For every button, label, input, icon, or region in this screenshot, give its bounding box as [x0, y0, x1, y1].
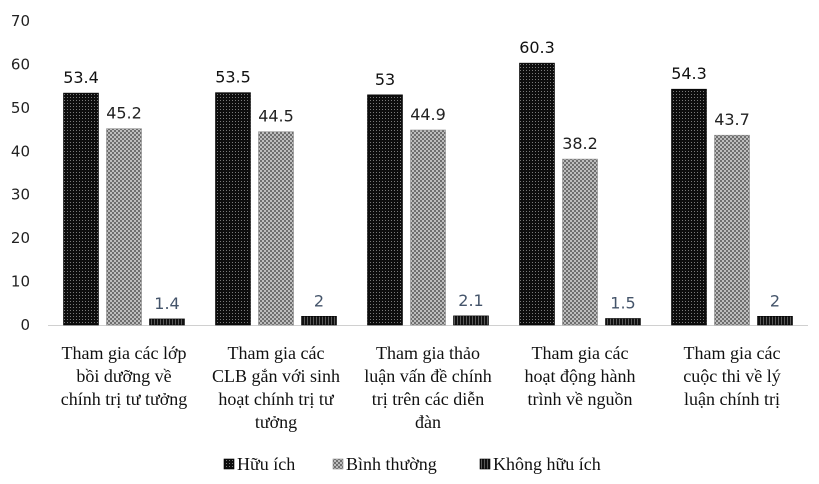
- data-label: 53: [375, 70, 395, 89]
- bar: [367, 94, 403, 326]
- category-label-line: bồi dưỡng về: [76, 366, 171, 386]
- data-label: 44.9: [410, 105, 446, 124]
- data-label: 2: [314, 291, 324, 310]
- category-label-line: cuộc thi về lý: [683, 366, 780, 386]
- legend-label: Hữu ích: [237, 454, 295, 474]
- bar: [562, 158, 598, 326]
- bar: [757, 316, 793, 326]
- category-label-line: Tham gia các lớp: [62, 343, 187, 363]
- bars: [63, 62, 793, 326]
- bar: [106, 128, 142, 326]
- data-label: 45.2: [106, 104, 142, 123]
- bar: [410, 129, 446, 326]
- category-label-line: trình về nguồn: [528, 389, 633, 409]
- y-axis: 0 10 20 30 40 50 60 70: [11, 12, 808, 334]
- legend-swatch: [332, 458, 344, 470]
- category-label-line: đàn: [415, 412, 441, 432]
- category-labels: Tham gia các lớp bồi dưỡng về chính trị tư…: [61, 343, 781, 432]
- data-label: 2.1: [458, 291, 483, 310]
- legend: Hữu ích Bình thường Không hữu ích: [223, 454, 601, 474]
- data-label: 1.5: [610, 293, 635, 312]
- y-tick-label: 40: [11, 142, 30, 160]
- category-label-line: luận chính trị: [684, 389, 780, 409]
- category-label-line: trị trên các diễn: [372, 389, 484, 409]
- bar: [671, 88, 707, 326]
- bar: [258, 131, 294, 326]
- bar: [714, 134, 750, 326]
- legend-swatch: [223, 458, 235, 470]
- data-label: 38.2: [562, 134, 598, 153]
- data-label: 1.4: [154, 294, 179, 313]
- category-label-line: CLB gắn với sinh: [212, 366, 340, 386]
- bar: [301, 316, 337, 326]
- category-label-line: Tham gia các: [228, 343, 325, 363]
- y-tick-label: 70: [11, 12, 30, 30]
- bar: [453, 315, 489, 326]
- legend-label: Không hữu ích: [493, 454, 601, 474]
- category-label-line: Tham gia các: [684, 343, 781, 363]
- category-label-line: hoạt động hành: [525, 366, 636, 386]
- y-tick-label: 0: [20, 316, 30, 334]
- legend-label: Bình thường: [346, 454, 437, 474]
- y-tick-label: 10: [11, 273, 30, 291]
- category-label-line: Tham gia thảo: [376, 343, 480, 363]
- bar: [149, 318, 185, 326]
- data-label: 60.3: [519, 38, 555, 57]
- data-label: 43.7: [714, 110, 750, 129]
- data-labels: 53.4 53.5 53 60.3 54.3 45.2 44.5 44.9 38.2 43.7 1.…: [63, 38, 780, 313]
- data-label: 54.3: [671, 64, 707, 83]
- bar: [605, 318, 641, 326]
- category-label-line: tưởng: [255, 412, 297, 432]
- data-label: 53.5: [215, 68, 251, 87]
- bar: [215, 92, 251, 326]
- y-tick-label: 30: [11, 186, 30, 204]
- data-label: 53.4: [63, 68, 99, 87]
- bar: [63, 92, 99, 326]
- category-label-line: Tham gia các: [532, 343, 629, 363]
- legend-swatch: [479, 458, 491, 470]
- bar: [519, 62, 555, 326]
- y-tick-label: 20: [11, 229, 30, 247]
- data-label: 44.5: [258, 107, 294, 126]
- category-label-line: hoạt chính trị tư: [218, 389, 334, 409]
- y-tick-label: 60: [11, 55, 30, 73]
- data-label: 2: [770, 291, 780, 310]
- category-label-line: chính trị tư tưởng: [61, 389, 188, 409]
- category-label-line: luận vấn đề chính: [364, 366, 491, 386]
- y-tick-label: 50: [11, 99, 30, 117]
